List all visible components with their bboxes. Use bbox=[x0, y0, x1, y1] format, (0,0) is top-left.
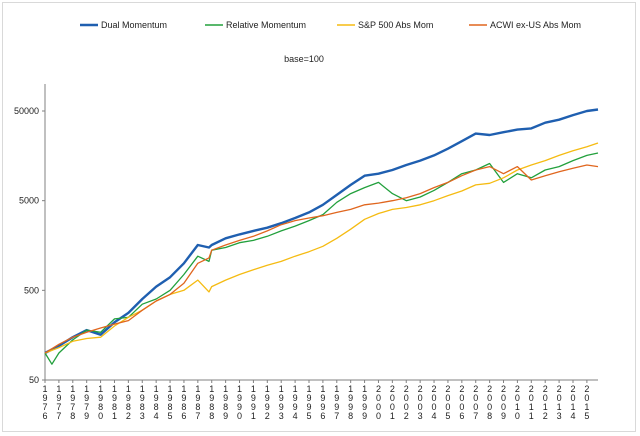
y-tick-label: 50 bbox=[29, 375, 39, 385]
legend: Dual Momentum Relative Momentum S&P 500 Ab… bbox=[80, 20, 581, 30]
legend-label-acwi-ex-us-abs-mom: ACWI ex-US Abs Mom bbox=[490, 20, 581, 30]
legend-label-relative-momentum: Relative Momentum bbox=[226, 20, 306, 30]
y-tick-label: 5000 bbox=[19, 196, 39, 206]
series-line-acwi-ex-us-abs-mom bbox=[44, 164, 599, 354]
series-line-dual-momentum bbox=[44, 108, 599, 355]
legend-label-dual-momentum: Dual Momentum bbox=[101, 20, 167, 30]
series-line-relative-momentum bbox=[44, 152, 599, 365]
legend-label-sandp-500-abs-mom: S&P 500 Abs Mom bbox=[358, 20, 433, 30]
y-tick-label: 500 bbox=[24, 285, 39, 295]
chart-frame bbox=[2, 2, 636, 432]
axes: 50 500 5000 50000 1 9 7 6 1 9 7 7 1 9 7 8 1 9 7 9 1 9 8 0 1 9 8 1 1 9… bbox=[14, 84, 598, 421]
y-tick-label: 50000 bbox=[14, 106, 39, 116]
chart-subtitle: base=100 bbox=[284, 54, 324, 64]
series-lines bbox=[44, 108, 599, 365]
